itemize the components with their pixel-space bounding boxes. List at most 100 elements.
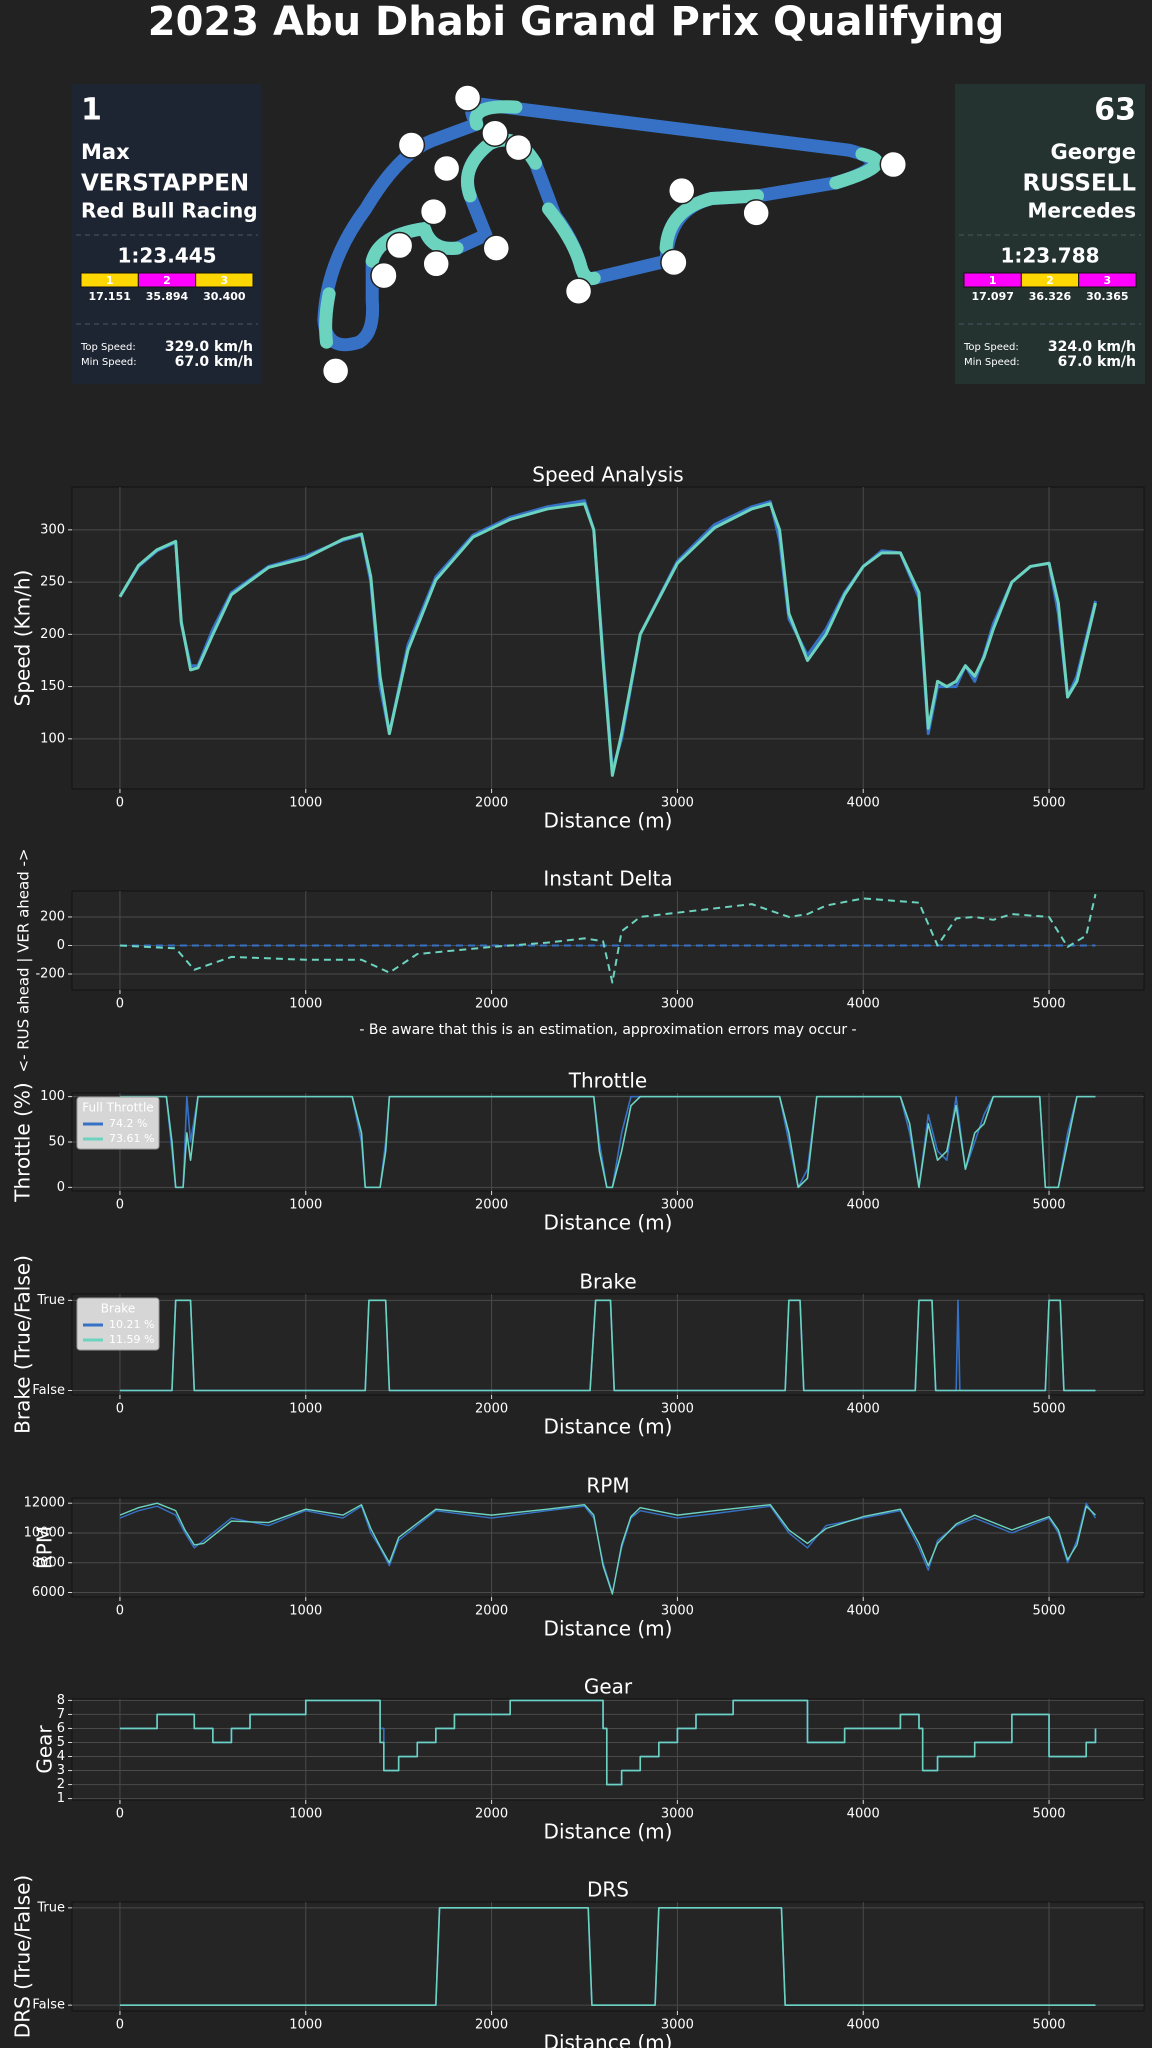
x-tick-label: 4000 (847, 1807, 880, 1822)
x-tick-label: 0 (116, 796, 124, 811)
lap-time: 1:23.788 (1000, 244, 1099, 268)
series-line (118, 502, 1097, 777)
y-axis-label: Speed (Km/h) (11, 570, 35, 707)
x-tick-label: 1000 (289, 1402, 322, 1417)
y-tick-label: 4 (57, 1749, 65, 1764)
y-tick-label: 8 (57, 1693, 65, 1708)
corner-label: 5 (887, 155, 900, 176)
x-tick-label: 4000 (847, 2018, 880, 2033)
sector-time: 36.326 (1029, 290, 1072, 303)
y-tick-label: 2 (57, 1777, 65, 1792)
chart-title: Throttle (568, 1069, 647, 1093)
chart-title: Brake (579, 1270, 636, 1294)
driver-last-name: RUSSELL (1022, 171, 1136, 197)
x-axis-label: Distance (m) (544, 1211, 673, 1235)
x-tick-label: 3000 (661, 997, 694, 1012)
plot-area (71, 486, 1145, 790)
sector-box (195, 272, 254, 288)
y-tick-label: 300 (40, 522, 65, 537)
legend-label: 74.2 % (109, 1117, 147, 1130)
corner-label: 16 (506, 138, 531, 159)
x-tick-label: 2000 (475, 796, 508, 811)
track-segment (319, 287, 336, 349)
corner-label: 10 (371, 266, 396, 287)
x-tick-label: 5000 (1032, 1198, 1065, 1213)
x-axis-label: Distance (m) (544, 1617, 673, 1641)
y-tick-label: 250 (40, 575, 65, 590)
top-speed-label: Top Speed: (963, 342, 1019, 353)
min-speed-label: Min Speed: (81, 357, 137, 368)
series-line (119, 1299, 1096, 1392)
corner-label: 3 (675, 181, 688, 202)
x-tick-label: 3000 (661, 1807, 694, 1822)
x-tick-label: 2000 (475, 1402, 508, 1417)
y-tick-label: 12000 (24, 1496, 65, 1511)
x-tick-label: 0 (116, 1807, 124, 1822)
chart-title: Gear (584, 1675, 633, 1699)
y-tick-label: 10000 (24, 1525, 65, 1540)
corner-label: 14 (484, 238, 509, 259)
y-tick-label: 100 (40, 1089, 65, 1104)
series-line (119, 893, 1097, 984)
corner-marker (564, 277, 593, 305)
x-tick-label: 2000 (475, 997, 508, 1012)
x-tick-label: 0 (116, 1604, 124, 1619)
corner-marker (321, 357, 350, 385)
y-tick-label: 100 (40, 731, 65, 746)
corner-marker (504, 133, 533, 162)
series-line (119, 1699, 1097, 1786)
min-speed: 67.0 km/h (175, 354, 253, 370)
corner-marker (879, 150, 908, 179)
series-line (119, 1907, 1096, 2006)
corner-marker (419, 197, 448, 226)
y-axis-label: <- RUS ahead | VER ahead -> (15, 849, 33, 1073)
x-tick-label: 2000 (475, 1807, 508, 1822)
track-segment (541, 202, 601, 286)
corner-label: 2 (668, 253, 681, 274)
sector-label: 2 (1046, 274, 1054, 287)
corner-label: 12 (421, 202, 446, 223)
chart-title: Instant Delta (543, 867, 672, 891)
x-tick-label: 5000 (1032, 1402, 1065, 1417)
series-line (119, 1095, 1096, 1189)
corner-marker (397, 131, 426, 159)
x-tick-label: 2000 (475, 1604, 508, 1619)
sector-label: 1 (106, 274, 114, 287)
x-axis-label: Distance (m) (544, 809, 673, 833)
y-axis-label: Brake (True/False) (11, 1255, 35, 1434)
chart-title: Speed Analysis (532, 463, 683, 487)
x-tick-label: 0 (116, 1402, 124, 1417)
corner-label: 1 (572, 281, 585, 302)
y-axis-label: Throttle (%) (11, 1082, 35, 1202)
plot-area (71, 1901, 1145, 2012)
min-speed-label: Min Speed: (964, 357, 1020, 368)
driver-number: 1 (81, 93, 102, 128)
team-name: Mercedes (1027, 199, 1136, 223)
page-title: 2023 Abu Dhabi Grand Prix Qualifying (148, 0, 1004, 45)
x-tick-label: 5000 (1032, 1807, 1065, 1822)
y-tick-label: 0 (57, 938, 65, 953)
driver-number: 63 (1094, 93, 1136, 128)
corner-marker (667, 176, 696, 205)
x-tick-label: 0 (116, 1198, 124, 1213)
corner-label: 9 (329, 361, 342, 382)
x-tick-label: 1000 (289, 1198, 322, 1213)
corner-label: 6 (461, 88, 474, 109)
sector-label: 2 (163, 274, 171, 287)
track-segment (659, 189, 765, 255)
legend-label: 11.59 % (109, 1333, 154, 1346)
disclaimer: - Be aware that this is an estimation, a… (359, 1022, 856, 1038)
sector-label: 3 (1104, 274, 1112, 287)
x-tick-label: 2000 (475, 1198, 508, 1213)
x-tick-label: 5000 (1032, 2018, 1065, 2033)
sector-time: 17.151 (88, 290, 130, 303)
chart-title: DRS (587, 1878, 629, 1902)
legend-title: Brake (101, 1302, 135, 1316)
corner-marker (453, 84, 482, 112)
x-tick-label: 0 (116, 2018, 124, 2033)
legend-label: 73.61 % (109, 1132, 154, 1145)
y-tick-label: 1 (57, 1791, 65, 1806)
corner-marker (385, 231, 414, 260)
x-tick-label: 4000 (847, 1402, 880, 1417)
x-axis-label: Distance (m) (544, 1820, 673, 1844)
